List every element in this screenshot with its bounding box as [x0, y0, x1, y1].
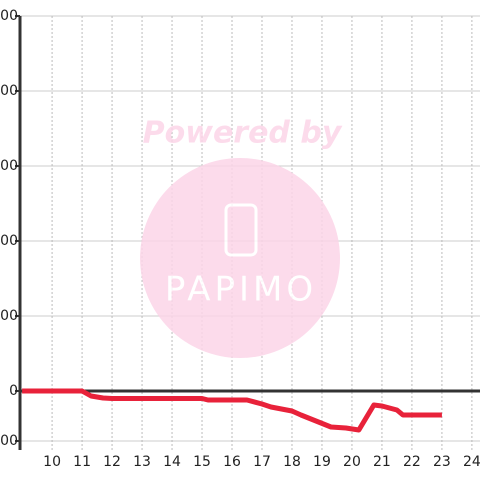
- x-tick-label: 15: [193, 454, 211, 470]
- y-tick-label: -20,000: [0, 433, 18, 449]
- watermark-text: Powered by: [143, 116, 343, 151]
- y-tick-label: 60,000: [0, 233, 18, 249]
- y-tick-label: 120,000: [0, 83, 18, 99]
- x-tick-label: 10: [43, 454, 61, 470]
- x-tick-label: 17: [253, 454, 271, 470]
- y-tick-label: 30,000: [0, 308, 18, 324]
- x-tick-label: 22: [403, 454, 421, 470]
- x-tick-label: 16: [223, 454, 241, 470]
- x-tick-label: 20: [343, 454, 361, 470]
- x-tick-label: 11: [73, 454, 91, 470]
- x-tick-label: 24: [463, 454, 480, 470]
- line: [22, 388, 442, 433]
- y-tick-label: 150,000: [0, 8, 18, 24]
- x-tick-label: 21: [373, 454, 391, 470]
- x-tick-label: 13: [133, 454, 151, 470]
- y-tick-label: 0: [9, 383, 18, 399]
- watermark-phone: [224, 203, 258, 257]
- x-tick-label: 23: [433, 454, 451, 470]
- x-tick-label: 12: [103, 454, 121, 470]
- watermark-logo: PAPIMO: [165, 270, 317, 310]
- x-tick-label: 14: [163, 454, 181, 470]
- x-tick-label: 18: [283, 454, 301, 470]
- watermark: Powered by PAPIMO: [140, 116, 343, 358]
- y-tick-label: 90,000: [0, 158, 18, 174]
- watermark-circle: [140, 158, 340, 358]
- x-tick-label: 19: [313, 454, 331, 470]
